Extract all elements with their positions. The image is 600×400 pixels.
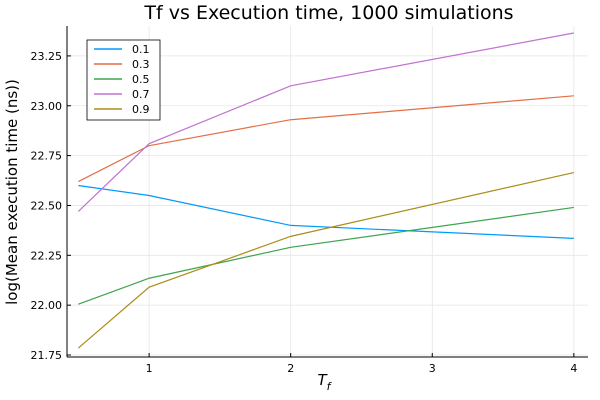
- x-tick-label: 1: [146, 362, 153, 375]
- y-tick-label: 22.75: [31, 150, 63, 163]
- x-ticks: 1 2 3 4: [146, 353, 577, 375]
- y-tick-label: 22.25: [31, 249, 63, 262]
- legend-box: [86, 39, 161, 121]
- series-line-0.9: [77, 171, 574, 349]
- axes: [66, 26, 588, 358]
- chart-title: Tf vs Execution time, 1000 simulations: [143, 2, 513, 24]
- series-line-0.5: [78, 206, 574, 305]
- y-tick-label: 23.25: [31, 50, 63, 63]
- series-line-0.7: [77, 32, 574, 212]
- series-line-0.3: [78, 95, 574, 183]
- y-ticks: 21.75 22.00 22.25 22.50 22.75 23.00 23.25: [31, 50, 71, 362]
- legend-label: 0.7: [132, 88, 150, 101]
- y-axis-label: log(Mean execution time (ns)): [3, 79, 21, 305]
- series-line-0.1: [78, 184, 574, 239]
- y-tick-label: 22.00: [31, 299, 63, 312]
- series-lines: [77, 32, 574, 349]
- x-axis-label-main: T: [317, 371, 328, 389]
- x-tick-label: 2: [287, 362, 294, 375]
- legend-label: 0.9: [132, 103, 150, 116]
- y-tick-label: 23.00: [31, 100, 63, 113]
- x-axis-label-subscript: f: [327, 380, 333, 393]
- legend: 0.1 0.3 0.5 0.7 0.9: [86, 39, 161, 121]
- y-tick-label: 22.50: [31, 199, 63, 212]
- legend-label: 0.3: [132, 58, 150, 71]
- x-tick-label: 4: [570, 362, 577, 375]
- x-tick-label: 3: [429, 362, 436, 375]
- legend-label: 0.1: [132, 43, 150, 56]
- x-axis-label: Tf: [317, 371, 332, 393]
- legend-label: 0.5: [132, 73, 150, 86]
- y-tick-label: 21.75: [31, 349, 63, 362]
